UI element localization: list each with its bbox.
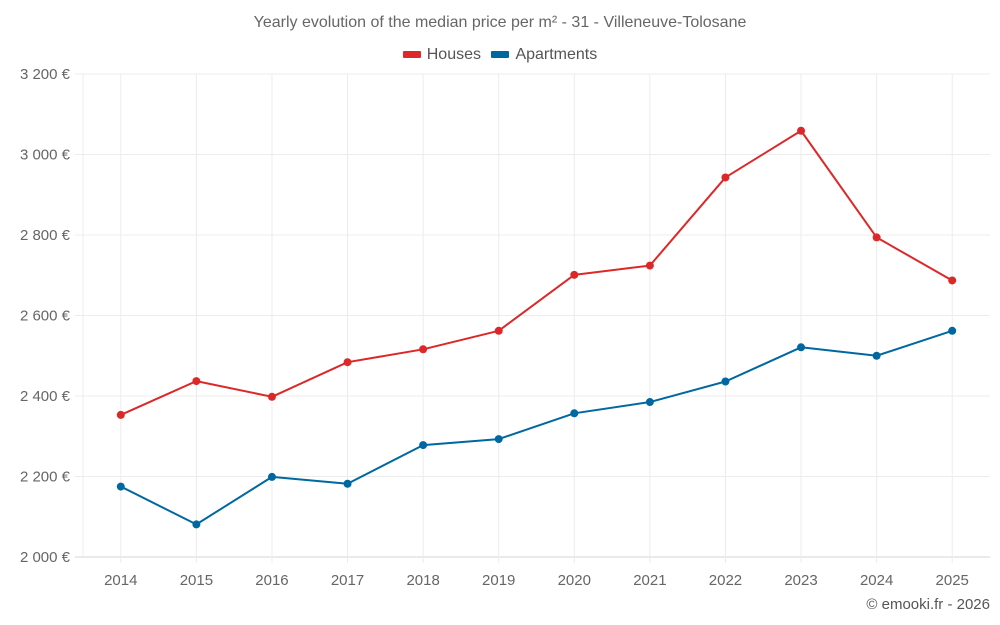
data-point-houses-2025[interactable] <box>948 276 957 285</box>
legend-label-apartments: Apartments <box>515 45 598 63</box>
data-point-houses-2021[interactable] <box>645 261 654 270</box>
legend: Houses Apartments <box>0 45 1000 64</box>
data-point-apartments-2014[interactable] <box>116 482 125 491</box>
legend-swatch-apartments <box>491 51 510 58</box>
data-point-houses-2015[interactable] <box>192 377 201 386</box>
data-point-apartments-2015[interactable] <box>192 520 201 529</box>
data-point-houses-2020[interactable] <box>570 270 579 279</box>
y-tick-label: 2 000 € <box>20 549 71 566</box>
data-point-apartments-2021[interactable] <box>645 398 654 407</box>
legend-item-apartments[interactable]: Apartments <box>491 46 597 64</box>
legend-label-houses: Houses <box>426 45 481 63</box>
y-tick-label: 2 600 € <box>20 308 71 325</box>
legend-swatch-houses <box>402 51 421 58</box>
y-tick-label: 2 400 € <box>20 388 71 405</box>
data-point-apartments-2020[interactable] <box>570 409 579 418</box>
x-tick-label: 2023 <box>784 572 817 589</box>
y-axis: 2 000 € 2 200 € 2 400 € 2 600 € 2 800 € 3 000… <box>20 66 71 566</box>
data-point-apartments-2018[interactable] <box>419 441 428 450</box>
data-point-apartments-2017[interactable] <box>343 479 352 488</box>
x-tick-label: 2014 <box>104 572 137 589</box>
data-point-apartments-2023[interactable] <box>797 343 806 352</box>
x-tick-label: 2015 <box>180 572 213 589</box>
data-point-apartments-2022[interactable] <box>721 377 730 386</box>
data-point-apartments-2024[interactable] <box>872 351 881 360</box>
data-point-houses-2019[interactable] <box>494 326 503 335</box>
y-tick-label: 2 800 € <box>20 227 71 244</box>
x-tick-label: 2021 <box>633 572 666 589</box>
x-axis: 2014 2015 2016 2017 2018 2019 2020 2021 2022 2023… <box>104 572 969 589</box>
y-tick-label: 3 200 € <box>20 66 71 83</box>
y-tick-label: 3 000 € <box>20 147 71 164</box>
x-tick-label: 2020 <box>558 572 591 589</box>
legend-item-houses[interactable]: Houses <box>402 45 481 64</box>
data-point-houses-2014[interactable] <box>116 410 125 419</box>
x-tick-label: 2022 <box>709 572 742 589</box>
x-tick-label: 2016 <box>255 572 288 589</box>
x-tick-label: 2019 <box>482 572 515 589</box>
series-line-apartments <box>120 329 953 526</box>
data-point-houses-2024[interactable] <box>872 233 881 242</box>
x-tick-label: 2025 <box>936 572 969 589</box>
x-tick-label: 2018 <box>406 572 439 589</box>
data-point-houses-2016[interactable] <box>267 392 276 401</box>
credit: © emooki.fr - 2026 <box>866 596 990 613</box>
grid <box>75 73 990 563</box>
data-point-houses-2018[interactable] <box>419 345 428 354</box>
x-tick-label: 2017 <box>331 572 364 589</box>
series-group <box>116 126 957 529</box>
data-point-houses-2022[interactable] <box>721 173 730 182</box>
data-point-apartments-2025[interactable] <box>948 326 957 335</box>
data-point-apartments-2019[interactable] <box>494 435 503 444</box>
chart-title: Yearly evolution of the median price per… <box>253 14 747 31</box>
data-point-apartments-2016[interactable] <box>267 472 276 481</box>
data-point-houses-2023[interactable] <box>797 126 806 135</box>
x-tick-label: 2024 <box>860 572 893 589</box>
series-line-houses <box>120 129 953 416</box>
y-tick-label: 2 200 € <box>20 469 71 486</box>
data-point-houses-2017[interactable] <box>343 358 352 367</box>
